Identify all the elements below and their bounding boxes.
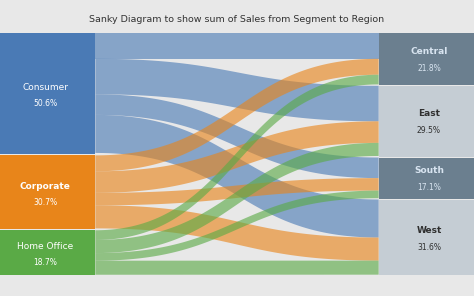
Polygon shape: [95, 191, 379, 261]
Text: 17.1%: 17.1%: [417, 183, 441, 192]
Bar: [379, 200, 384, 275]
Text: Sanky Diagram to show sum of Sales from Segment to Region: Sanky Diagram to show sum of Sales from …: [90, 15, 384, 24]
Bar: [384, 86, 474, 157]
Polygon shape: [95, 94, 379, 178]
Bar: [384, 157, 474, 199]
Bar: [0, 229, 90, 230]
Text: 18.7%: 18.7%: [33, 258, 57, 267]
Bar: [384, 199, 474, 200]
Bar: [379, 86, 384, 157]
Text: East: East: [418, 110, 440, 118]
Polygon shape: [95, 178, 379, 205]
Text: Corporate: Corporate: [19, 182, 71, 191]
Polygon shape: [95, 33, 379, 59]
Text: 50.6%: 50.6%: [33, 99, 57, 108]
Text: South: South: [414, 166, 444, 175]
Bar: [90, 33, 95, 155]
Bar: [90, 155, 95, 229]
Polygon shape: [95, 260, 379, 275]
Text: West: West: [416, 226, 442, 235]
Text: Consumer: Consumer: [22, 83, 68, 92]
Bar: [90, 230, 95, 275]
Polygon shape: [95, 205, 379, 260]
Bar: [384, 200, 474, 275]
Polygon shape: [95, 75, 379, 240]
Bar: [379, 157, 384, 199]
Bar: [0, 230, 90, 275]
Polygon shape: [95, 121, 379, 193]
Polygon shape: [95, 59, 379, 171]
Polygon shape: [95, 59, 379, 121]
Bar: [384, 85, 474, 86]
Text: Home Office: Home Office: [17, 242, 73, 251]
Bar: [379, 33, 384, 85]
Bar: [0, 155, 90, 229]
Text: Central: Central: [410, 47, 447, 56]
Text: 21.8%: 21.8%: [417, 64, 441, 73]
Bar: [384, 33, 474, 85]
Text: 30.7%: 30.7%: [33, 197, 57, 207]
Polygon shape: [95, 115, 379, 237]
Bar: [0, 33, 90, 155]
Text: 29.5%: 29.5%: [417, 126, 441, 135]
Polygon shape: [95, 143, 379, 253]
Text: 31.6%: 31.6%: [417, 243, 441, 252]
